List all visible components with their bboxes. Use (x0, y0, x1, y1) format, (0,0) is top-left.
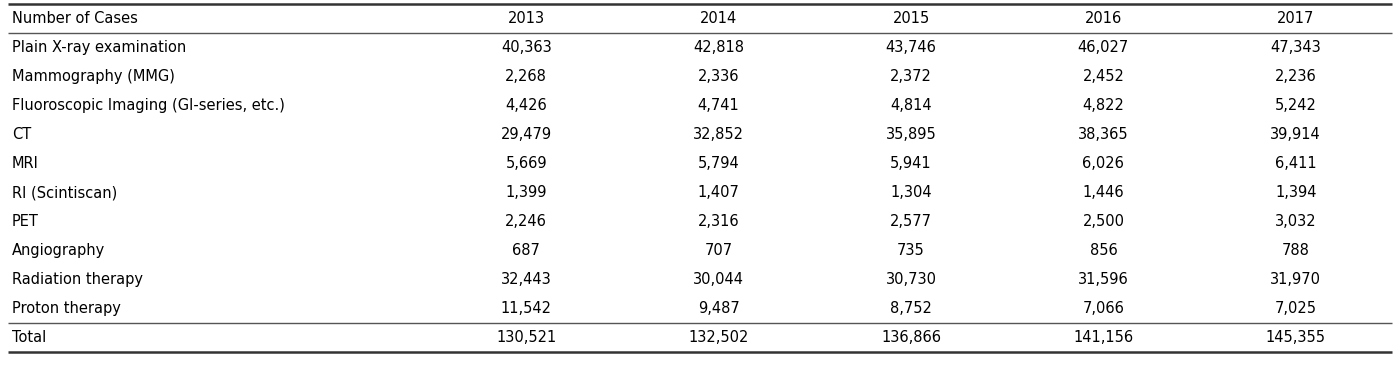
Text: 1,304: 1,304 (890, 185, 932, 200)
Text: 2,500: 2,500 (1082, 214, 1124, 229)
Text: 2,372: 2,372 (890, 69, 932, 84)
Text: 7,066: 7,066 (1082, 301, 1124, 316)
Text: 2017: 2017 (1277, 11, 1315, 26)
Text: 2,316: 2,316 (697, 214, 739, 229)
Text: 5,669: 5,669 (505, 156, 547, 171)
Text: 136,866: 136,866 (881, 330, 941, 345)
Text: 31,970: 31,970 (1270, 272, 1322, 287)
Text: 2,336: 2,336 (699, 69, 739, 84)
Text: 31,596: 31,596 (1078, 272, 1128, 287)
Text: 38,365: 38,365 (1078, 127, 1128, 142)
Text: Radiation therapy: Radiation therapy (13, 272, 143, 287)
Text: 5,941: 5,941 (890, 156, 932, 171)
Text: 2013: 2013 (508, 11, 545, 26)
Text: 2,246: 2,246 (505, 214, 547, 229)
Text: 2,236: 2,236 (1275, 69, 1316, 84)
Text: 1,407: 1,407 (697, 185, 739, 200)
Text: 5,794: 5,794 (697, 156, 739, 171)
Text: 141,156: 141,156 (1074, 330, 1134, 345)
Text: 8,752: 8,752 (890, 301, 932, 316)
Text: Number of Cases: Number of Cases (13, 11, 137, 26)
Text: 6,026: 6,026 (1082, 156, 1124, 171)
Text: 32,443: 32,443 (501, 272, 552, 287)
Text: 30,044: 30,044 (693, 272, 745, 287)
Text: 2,452: 2,452 (1082, 69, 1124, 84)
Text: 788: 788 (1282, 243, 1310, 258)
Text: 47,343: 47,343 (1270, 40, 1322, 55)
Text: Proton therapy: Proton therapy (13, 301, 120, 316)
Text: RI (Scintiscan): RI (Scintiscan) (13, 185, 118, 200)
Text: 43,746: 43,746 (886, 40, 937, 55)
Text: 39,914: 39,914 (1270, 127, 1322, 142)
Text: 5,242: 5,242 (1275, 98, 1317, 113)
Text: 46,027: 46,027 (1078, 40, 1128, 55)
Text: 35,895: 35,895 (886, 127, 937, 142)
Text: 2,268: 2,268 (505, 69, 547, 84)
Text: 11,542: 11,542 (501, 301, 552, 316)
Text: 3,032: 3,032 (1275, 214, 1316, 229)
Text: 42,818: 42,818 (693, 40, 745, 55)
Text: CT: CT (13, 127, 31, 142)
Text: Angiography: Angiography (13, 243, 105, 258)
Text: MRI: MRI (13, 156, 39, 171)
Text: 4,814: 4,814 (890, 98, 932, 113)
Text: 687: 687 (512, 243, 540, 258)
Text: 32,852: 32,852 (693, 127, 745, 142)
Text: 40,363: 40,363 (501, 40, 552, 55)
Text: 4,426: 4,426 (505, 98, 547, 113)
Text: 707: 707 (704, 243, 732, 258)
Text: 4,822: 4,822 (1082, 98, 1124, 113)
Text: Fluoroscopic Imaging (GI-series, etc.): Fluoroscopic Imaging (GI-series, etc.) (13, 98, 284, 113)
Text: 2,577: 2,577 (890, 214, 932, 229)
Text: 132,502: 132,502 (689, 330, 749, 345)
Text: Mammography (MMG): Mammography (MMG) (13, 69, 175, 84)
Text: PET: PET (13, 214, 39, 229)
Text: Total: Total (13, 330, 46, 345)
Text: 6,411: 6,411 (1275, 156, 1316, 171)
Text: 856: 856 (1089, 243, 1117, 258)
Text: 145,355: 145,355 (1266, 330, 1326, 345)
Text: 7,025: 7,025 (1275, 301, 1317, 316)
Text: 1,394: 1,394 (1275, 185, 1316, 200)
Text: 1,446: 1,446 (1082, 185, 1124, 200)
Text: 2016: 2016 (1085, 11, 1121, 26)
Text: 1,399: 1,399 (505, 185, 547, 200)
Text: Plain X-ray examination: Plain X-ray examination (13, 40, 186, 55)
Text: 2015: 2015 (892, 11, 930, 26)
Text: 30,730: 30,730 (886, 272, 937, 287)
Text: 29,479: 29,479 (501, 127, 552, 142)
Text: 9,487: 9,487 (697, 301, 739, 316)
Text: 2014: 2014 (700, 11, 738, 26)
Text: 4,741: 4,741 (697, 98, 739, 113)
Text: 735: 735 (897, 243, 925, 258)
Text: 130,521: 130,521 (496, 330, 556, 345)
